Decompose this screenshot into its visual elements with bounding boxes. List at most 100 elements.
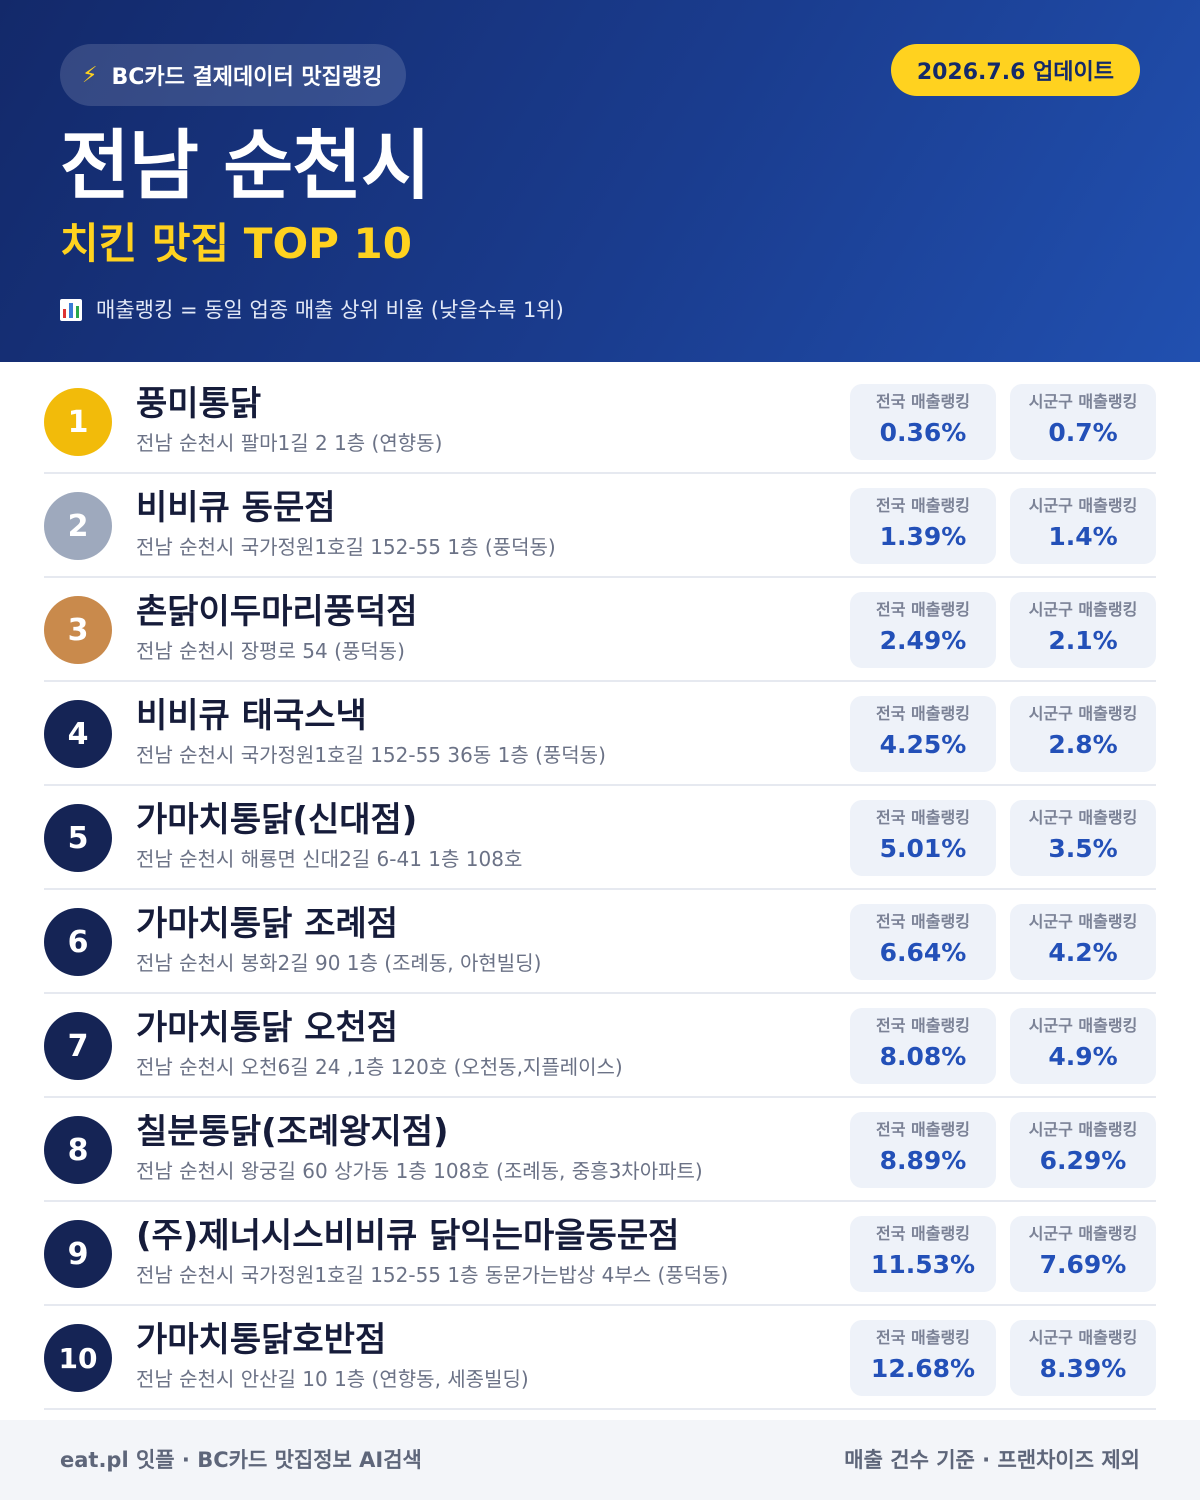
header-banner: ⚡ BC카드 결제데이터 맛집랭킹 2026.7.6 업데이트 전남 순천시 치… xyxy=(0,0,1200,362)
national-ranking-box: 전국 매출랭킹 1.39% xyxy=(850,488,996,564)
restaurant-name: 가마치통닭(신대점) xyxy=(136,800,418,840)
list-item[interactable]: 3 촌닭이두마리풍덕점 전남 순천시 장평로 54 (풍덕동) 전국 매출랭킹 2.49… xyxy=(44,578,1156,682)
update-date-badge: 2026.7.6 업데이트 xyxy=(890,44,1140,96)
national-ranking-value: 6.64% xyxy=(879,938,967,967)
restaurant-address: 전남 순천시 국가정원1호길 152-55 36동 1층 (풍덕동) xyxy=(136,743,606,767)
local-ranking-label: 시군구 매출랭킹 xyxy=(1028,496,1138,515)
national-ranking-box: 전국 매출랭킹 2.49% xyxy=(850,592,996,668)
restaurant-address: 전남 순천시 왕궁길 60 상가동 1층 108호 (조례동, 중흥3차아파트) xyxy=(136,1159,703,1183)
footer-source: eat.pl 잇플 · BC카드 맛집정보 AI검색 xyxy=(60,1448,422,1472)
local-ranking-label: 시군구 매출랭킹 xyxy=(1028,1016,1138,1035)
national-ranking-label: 전국 매출랭킹 xyxy=(876,392,970,411)
local-ranking-value: 0.7% xyxy=(1048,418,1118,447)
local-ranking-box: 시군구 매출랭킹 8.39% xyxy=(1010,1320,1156,1396)
national-ranking-box: 전국 매출랭킹 8.08% xyxy=(850,1008,996,1084)
list-item[interactable]: 6 가마치통닭 조례점 전남 순천시 봉화2길 90 1층 (조례동, 아현빌딩) 전… xyxy=(44,890,1156,994)
local-ranking-value: 2.1% xyxy=(1048,626,1118,655)
local-ranking-value: 4.9% xyxy=(1048,1042,1118,1071)
national-ranking-box: 전국 매출랭킹 0.36% xyxy=(850,384,996,460)
national-ranking-label: 전국 매출랭킹 xyxy=(876,1224,970,1243)
source-badge-label: BC카드 결제데이터 맛집랭킹 xyxy=(111,65,383,90)
national-ranking-label: 전국 매출랭킹 xyxy=(876,600,970,619)
national-ranking-label: 전국 매출랭킹 xyxy=(876,912,970,931)
list-item[interactable]: 5 가마치통닭(신대점) 전남 순천시 해룡면 신대2길 6-41 1층 108호 전… xyxy=(44,786,1156,890)
rank-badge: 7 xyxy=(44,1012,112,1080)
national-ranking-label: 전국 매출랭킹 xyxy=(876,808,970,827)
national-ranking-box: 전국 매출랭킹 12.68% xyxy=(850,1320,996,1396)
page-subtitle: 치킨 맛집 TOP 10 xyxy=(60,219,413,268)
local-ranking-label: 시군구 매출랭킹 xyxy=(1028,1328,1138,1347)
national-ranking-box: 전국 매출랭킹 4.25% xyxy=(850,696,996,772)
local-ranking-box: 시군구 매출랭킹 3.5% xyxy=(1010,800,1156,876)
ranking-note: 매출랭킹 = 동일 업종 매출 상위 비율 (낮을수록 1위) xyxy=(60,294,564,326)
list-item[interactable]: 7 가마치통닭 오천점 전남 순천시 오천6길 24 ,1층 120호 (오천동,지… xyxy=(44,994,1156,1098)
local-ranking-label: 시군구 매출랭킹 xyxy=(1028,808,1138,827)
national-ranking-box: 전국 매출랭킹 11.53% xyxy=(850,1216,996,1292)
local-ranking-value: 1.4% xyxy=(1048,522,1118,551)
local-ranking-box: 시군구 매출랭킹 7.69% xyxy=(1010,1216,1156,1292)
rank-badge: 4 xyxy=(44,700,112,768)
local-ranking-box: 시군구 매출랭킹 4.9% xyxy=(1010,1008,1156,1084)
lightning-bolt-icon: ⚡ xyxy=(82,62,98,88)
local-ranking-value: 3.5% xyxy=(1048,834,1118,863)
national-ranking-box: 전국 매출랭킹 5.01% xyxy=(850,800,996,876)
local-ranking-label: 시군구 매출랭킹 xyxy=(1028,704,1138,723)
restaurant-address: 전남 순천시 국가정원1호길 152-55 1층 (풍덕동) xyxy=(136,535,556,559)
restaurant-address: 전남 순천시 국가정원1호길 152-55 1층 동문가는밥상 4부스 (풍덕동… xyxy=(136,1263,729,1287)
list-item[interactable]: 8 칠분통닭(조례왕지점) 전남 순천시 왕궁길 60 상가동 1층 108호 (조… xyxy=(44,1098,1156,1202)
rank-badge: 10 xyxy=(44,1324,112,1392)
footer-criteria: 매출 건수 기준 · 프랜차이즈 제외 xyxy=(844,1448,1140,1472)
national-ranking-label: 전국 매출랭킹 xyxy=(876,704,970,723)
rank-badge: 8 xyxy=(44,1116,112,1184)
local-ranking-label: 시군구 매출랭킹 xyxy=(1028,600,1138,619)
national-ranking-value: 8.89% xyxy=(879,1146,967,1175)
restaurant-address: 전남 순천시 해룡면 신대2길 6-41 1층 108호 xyxy=(136,847,523,871)
national-ranking-value: 2.49% xyxy=(879,626,967,655)
restaurant-name: 가마치통닭호반점 xyxy=(136,1320,387,1360)
national-ranking-label: 전국 매출랭킹 xyxy=(876,1328,970,1347)
list-item[interactable]: 2 비비큐 동문점 전남 순천시 국가정원1호길 152-55 1층 (풍덕동) 전국… xyxy=(44,474,1156,578)
national-ranking-value: 0.36% xyxy=(879,418,967,447)
ranking-note-text: 매출랭킹 = 동일 업종 매출 상위 비율 (낮을수록 1위) xyxy=(96,298,564,322)
local-ranking-box: 시군구 매출랭킹 2.8% xyxy=(1010,696,1156,772)
local-ranking-value: 4.2% xyxy=(1048,938,1118,967)
local-ranking-label: 시군구 매출랭킹 xyxy=(1028,912,1138,931)
local-ranking-box: 시군구 매출랭킹 2.1% xyxy=(1010,592,1156,668)
local-ranking-value: 7.69% xyxy=(1039,1250,1127,1279)
rank-badge: 1 xyxy=(44,388,112,456)
local-ranking-value: 2.8% xyxy=(1048,730,1118,759)
restaurant-name: 풍미통닭 xyxy=(136,384,262,424)
national-ranking-value: 11.53% xyxy=(870,1250,976,1279)
restaurant-address: 전남 순천시 팔마1길 2 1층 (연향동) xyxy=(136,431,443,455)
national-ranking-value: 8.08% xyxy=(879,1042,967,1071)
source-badge: ⚡ BC카드 결제데이터 맛집랭킹 xyxy=(60,44,407,106)
local-ranking-box: 시군구 매출랭킹 6.29% xyxy=(1010,1112,1156,1188)
national-ranking-box: 전국 매출랭킹 8.89% xyxy=(850,1112,996,1188)
restaurant-address: 전남 순천시 장평로 54 (풍덕동) xyxy=(136,639,405,663)
restaurant-name: 칠분통닭(조례왕지점) xyxy=(136,1112,449,1152)
rank-badge: 9 xyxy=(44,1220,112,1288)
local-ranking-box: 시군구 매출랭킹 1.4% xyxy=(1010,488,1156,564)
bar-chart-icon xyxy=(60,299,82,321)
local-ranking-box: 시군구 매출랭킹 0.7% xyxy=(1010,384,1156,460)
restaurant-name: 비비큐 태국스낵 xyxy=(136,696,367,736)
national-ranking-label: 전국 매출랭킹 xyxy=(876,1120,970,1139)
restaurant-name: 촌닭이두마리풍덕점 xyxy=(136,592,418,632)
page-title: 전남 순천시 xyxy=(60,121,431,210)
local-ranking-value: 8.39% xyxy=(1039,1354,1127,1383)
rank-badge: 5 xyxy=(44,804,112,872)
local-ranking-label: 시군구 매출랭킹 xyxy=(1028,1120,1138,1139)
footer: eat.pl 잇플 · BC카드 맛집정보 AI검색 매출 건수 기준 · 프랜… xyxy=(0,1420,1200,1500)
national-ranking-value: 12.68% xyxy=(870,1354,976,1383)
restaurant-name: 비비큐 동문점 xyxy=(136,488,336,528)
national-ranking-value: 1.39% xyxy=(879,522,967,551)
national-ranking-value: 4.25% xyxy=(879,730,967,759)
national-ranking-label: 전국 매출랭킹 xyxy=(876,496,970,515)
restaurant-name: (주)제너시스비비큐 닭익는마을동문점 xyxy=(136,1216,680,1256)
restaurant-address: 전남 순천시 안산길 10 1층 (연향동, 세종빌딩) xyxy=(136,1367,529,1391)
